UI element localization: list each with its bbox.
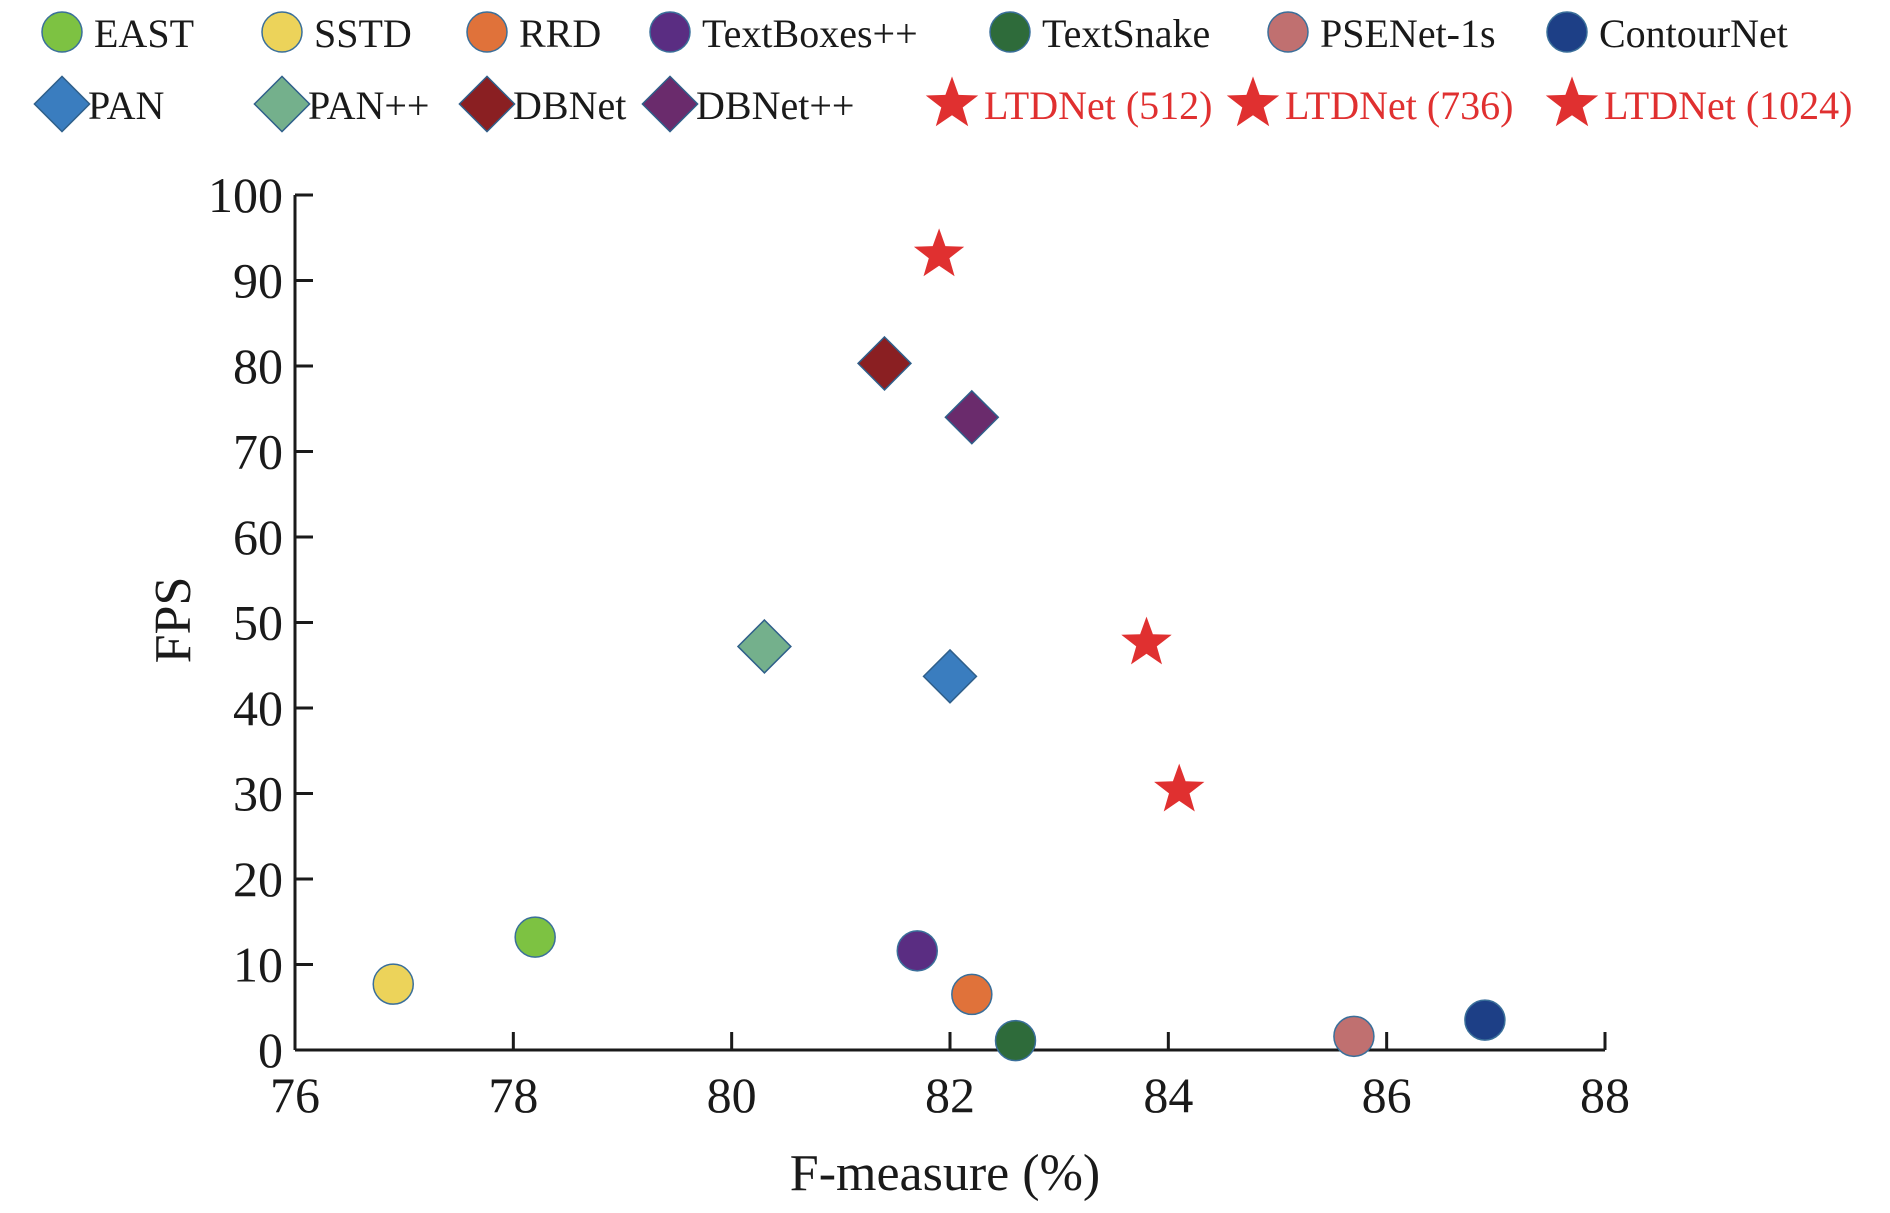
y-axis-label: FPS <box>145 577 202 664</box>
legend-label: PSENet-1s <box>1320 11 1496 56</box>
legend-marker-circle <box>649 11 691 53</box>
legend-label: DBNet <box>513 83 626 128</box>
data-point-diamond <box>856 335 913 391</box>
data-point-circle <box>514 916 556 958</box>
data-point-diamond <box>944 389 1000 445</box>
legend-label: PAN++ <box>308 83 429 128</box>
y-tick-label: 20 <box>233 851 283 907</box>
data-point-diamond <box>736 618 792 674</box>
legend-marker-diamond <box>253 75 311 133</box>
legend-item: DBNet++ <box>641 75 854 133</box>
legend-label: DBNet++ <box>696 83 854 128</box>
legend-marker-circle <box>989 11 1031 53</box>
legend-item: PAN++ <box>253 75 429 133</box>
legend-label: LTDNet (512) <box>984 83 1212 128</box>
x-tick-label: 80 <box>707 1067 757 1123</box>
legend-marker-diamond <box>458 75 516 133</box>
legend-marker-circle <box>1546 11 1588 53</box>
data-point-diamond <box>922 648 978 704</box>
legend-item: TextBoxes++ <box>649 11 918 56</box>
data-point-circle <box>994 1019 1037 1062</box>
legend-item: SSTD <box>261 11 412 56</box>
legend-marker-circle <box>261 11 303 53</box>
y-tick-label: 60 <box>233 509 283 565</box>
legend: EAST SSTD RRD TextBoxes++ TextSnake PSENet-1s… <box>33 11 1852 133</box>
data-point-circle <box>896 930 938 972</box>
legend-label: SSTD <box>314 11 412 56</box>
legend-item: RRD <box>466 11 601 56</box>
legend-label: LTDNet (1024) <box>1604 83 1852 128</box>
legend-item: LTDNet (1024) <box>1545 76 1852 128</box>
legend-marker-diamond <box>641 75 699 133</box>
legend-item: LTDNet (736) <box>1226 76 1513 128</box>
legend-label: RRD <box>519 11 601 56</box>
legend-marker-star <box>925 76 979 127</box>
legend-item: LTDNet (512) <box>925 76 1212 128</box>
legend-label: EAST <box>94 11 194 56</box>
x-tick-label: 84 <box>1143 1067 1193 1123</box>
x-tick-label: 78 <box>488 1067 538 1123</box>
data-point-circle <box>372 963 414 1005</box>
y-tick-label: 100 <box>208 167 283 223</box>
y-tick-label: 80 <box>233 338 283 394</box>
data-point-circle <box>1464 999 1506 1041</box>
legend-item: TextSnake <box>989 11 1210 56</box>
x-tick-label: 82 <box>925 1067 975 1123</box>
legend-item: DBNet <box>458 75 626 133</box>
legend-label: TextBoxes++ <box>702 11 918 56</box>
legend-label: TextSnake <box>1042 11 1210 56</box>
y-tick-label: 50 <box>233 595 283 651</box>
legend-item: ContourNet <box>1546 11 1788 56</box>
data-points <box>372 228 1506 1062</box>
y-tick-label: 0 <box>258 1022 283 1078</box>
y-tick-label: 70 <box>233 424 283 480</box>
y-tick-label: 90 <box>233 253 283 309</box>
legend-marker-circle <box>466 11 508 53</box>
legend-marker-circle <box>1267 11 1309 53</box>
x-tick-label: 86 <box>1362 1067 1412 1123</box>
x-tick-label: 88 <box>1580 1067 1630 1123</box>
legend-marker-circle <box>41 11 83 53</box>
legend-marker-star <box>1545 76 1599 127</box>
data-point-star <box>1121 616 1172 665</box>
y-tick-label: 10 <box>233 937 283 993</box>
legend-marker-diamond <box>33 75 91 133</box>
legend-label: LTDNet (736) <box>1285 83 1513 128</box>
legend-item: EAST <box>41 11 194 56</box>
legend-marker-star <box>1226 76 1280 127</box>
legend-item: PAN <box>33 75 164 133</box>
axes: 0 10 20 30 40 50 60 70 80 90 100 76 78 80 82 84 86 88 <box>208 167 1630 1123</box>
data-point-star <box>913 228 965 277</box>
y-tick-label: 30 <box>233 766 283 822</box>
legend-label: ContourNet <box>1599 11 1788 56</box>
data-point-star <box>1154 763 1205 812</box>
legend-label: PAN <box>88 83 164 128</box>
x-axis-label: F-measure (%) <box>790 1145 1100 1202</box>
y-tick-label: 40 <box>233 680 283 736</box>
x-tick-label: 76 <box>270 1067 320 1123</box>
legend-item: PSENet-1s <box>1267 11 1496 56</box>
data-point-circle <box>951 973 993 1016</box>
data-point-circle <box>1333 1015 1375 1058</box>
